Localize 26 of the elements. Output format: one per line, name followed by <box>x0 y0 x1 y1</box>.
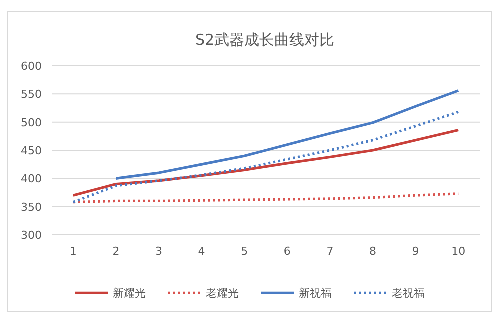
chart-title: S2武器成长曲线对比 <box>195 31 335 49</box>
line-series <box>72 192 460 204</box>
y-tick-label: 500 <box>21 116 42 130</box>
legend-label: 老祝福 <box>392 287 425 300</box>
x-tick-label: 6 <box>284 245 291 258</box>
y-tick-label: 600 <box>21 60 42 73</box>
y-tick-label: 350 <box>21 200 42 214</box>
legend-label: 老耀光 <box>206 287 239 300</box>
y-tick-label: 300 <box>21 229 42 242</box>
y-tick-label: 550 <box>21 88 42 102</box>
x-tick-label: 1 <box>70 245 77 258</box>
x-tick-label: 3 <box>156 245 162 258</box>
x-tick-label: 5 <box>241 245 248 258</box>
line-series <box>72 128 460 197</box>
line-series <box>72 110 460 204</box>
x-tick-label: 9 <box>412 245 420 258</box>
y-tick-label: 450 <box>21 144 42 158</box>
x-tick-label: 2 <box>112 245 120 258</box>
y-tick-label: 400 <box>21 172 42 186</box>
legend-label: 新祝福 <box>299 287 332 300</box>
x-tick-label: 4 <box>198 245 206 258</box>
x-tick-label: 8 <box>370 245 376 258</box>
legend-label: 新耀光 <box>113 287 146 300</box>
x-tick-label: 10 <box>452 245 466 258</box>
line-series <box>114 89 460 180</box>
x-tick-label: 7 <box>326 245 334 258</box>
